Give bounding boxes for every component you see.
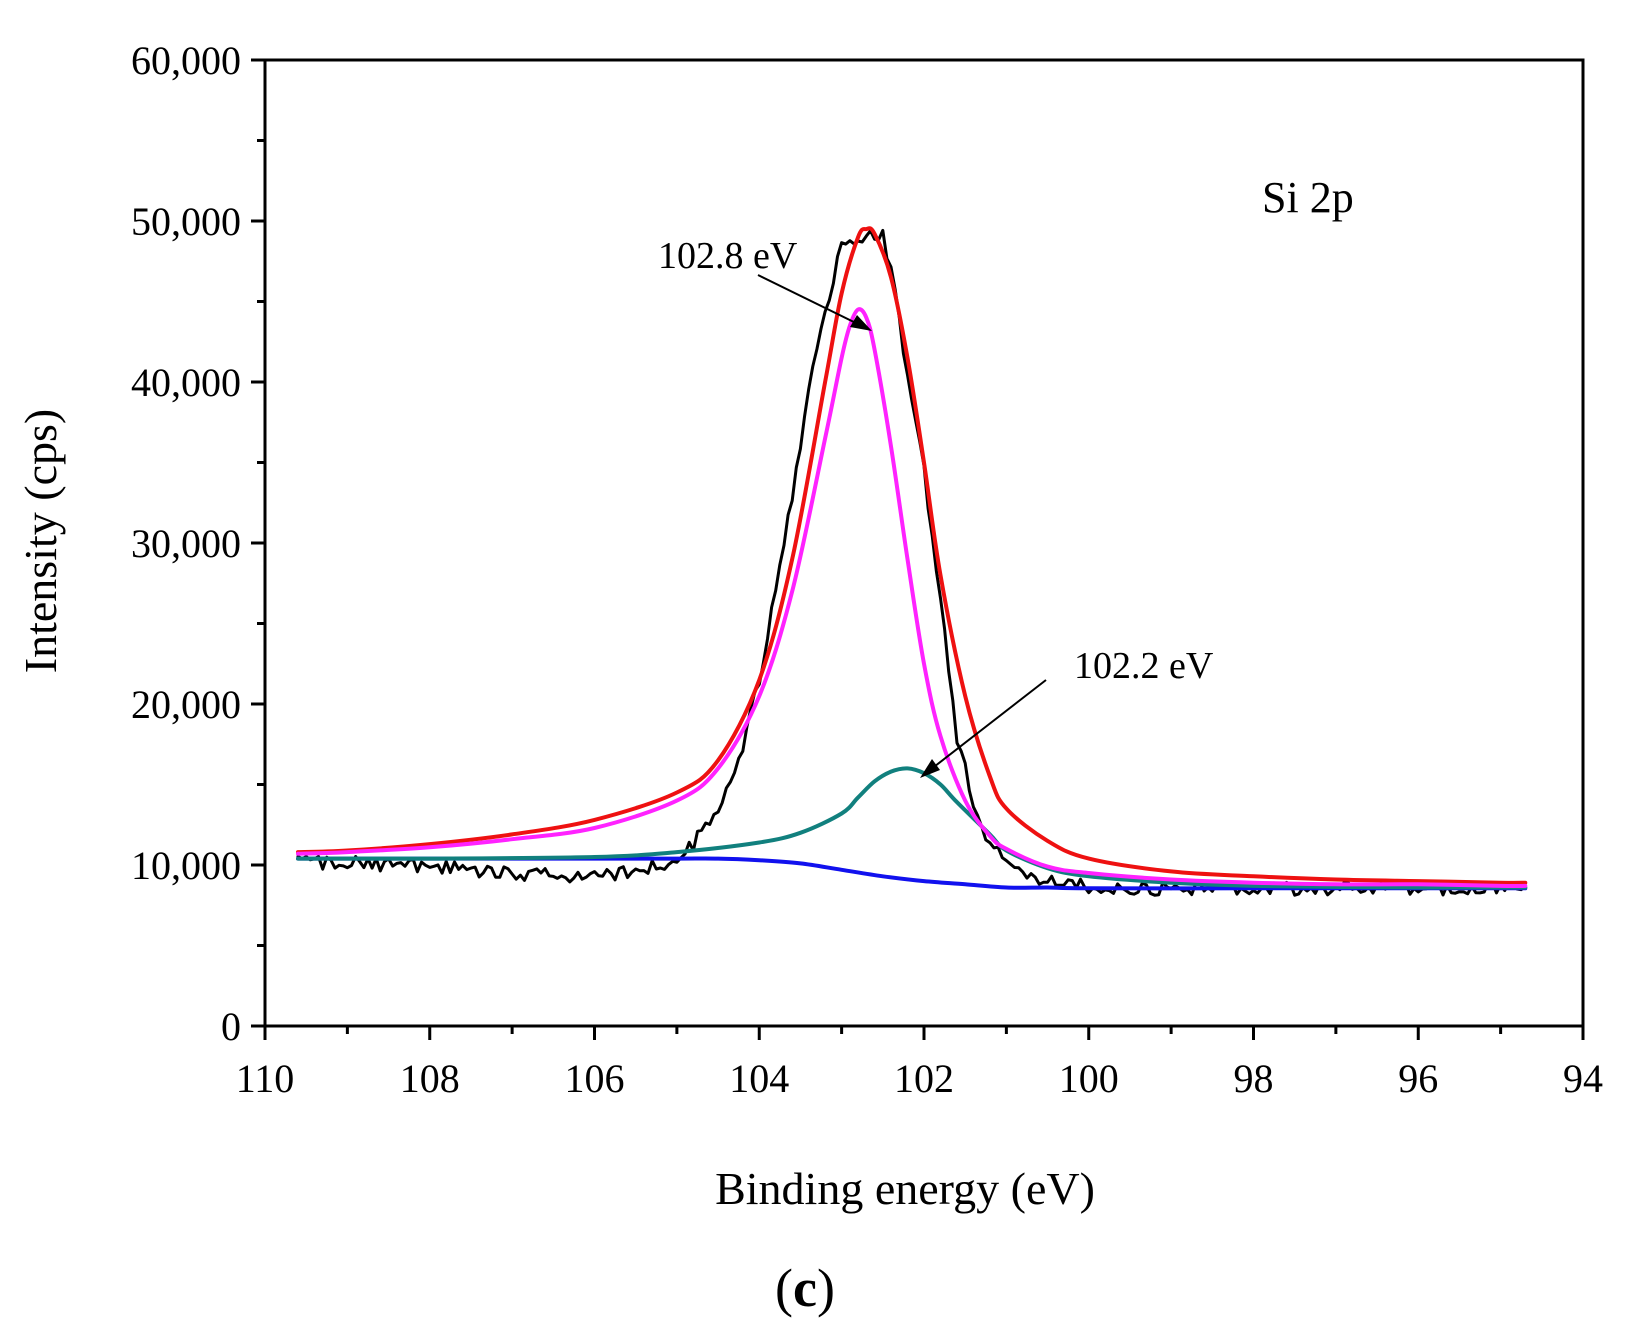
y-tick-label: 10,000 (131, 843, 241, 888)
annotation-102-2-ev: 102.2 eV (1074, 645, 1214, 687)
x-tick-label: 94 (1563, 1056, 1603, 1101)
y-tick-label: 0 (221, 1004, 241, 1049)
arrowhead-102-8-icon (850, 315, 872, 331)
x-tick-label: 110 (236, 1056, 295, 1101)
series-component-102-8 (296, 307, 1528, 889)
series-component-102-2 (296, 766, 1528, 890)
y-axis-title: Intensity (cps) (15, 409, 66, 673)
y-tick-label: 20,000 (131, 682, 241, 727)
x-axis-ticks: 110 108 106 104 102 100 98 96 94 (236, 1026, 1603, 1101)
y-tick-label: 40,000 (131, 360, 241, 405)
x-tick-label: 104 (729, 1056, 789, 1101)
arrowhead-102-2-icon (920, 759, 940, 778)
series-envelope-fit (296, 226, 1528, 885)
x-tick-label: 96 (1398, 1056, 1438, 1101)
annotation-arrow-102-8 (757, 274, 863, 327)
x-tick-label: 102 (894, 1056, 954, 1101)
si-2p-label: Si 2p (1262, 173, 1354, 222)
series-layer (296, 226, 1528, 897)
y-tick-label: 30,000 (131, 521, 241, 566)
x-tick-label: 100 (1059, 1056, 1119, 1101)
x-axis-title: Binding energy (eV) (715, 1163, 1095, 1214)
annotation-102-8-ev: 102.8 eV (658, 235, 798, 277)
x-tick-label: 108 (400, 1056, 460, 1101)
x-tick-label: 106 (565, 1056, 625, 1101)
plot-frame (263, 58, 1585, 1028)
y-tick-label: 60,000 (131, 38, 241, 83)
panel-label: (c) (775, 1258, 835, 1318)
x-tick-label: 98 (1234, 1056, 1274, 1101)
y-axis-ticks: 0 10,000 20,000 30,000 40,000 50,000 60,000 (131, 38, 265, 1049)
annotation-arrow-102-2 (929, 679, 1047, 771)
series-experimental (296, 228, 1527, 897)
y-tick-label: 50,000 (131, 199, 241, 244)
